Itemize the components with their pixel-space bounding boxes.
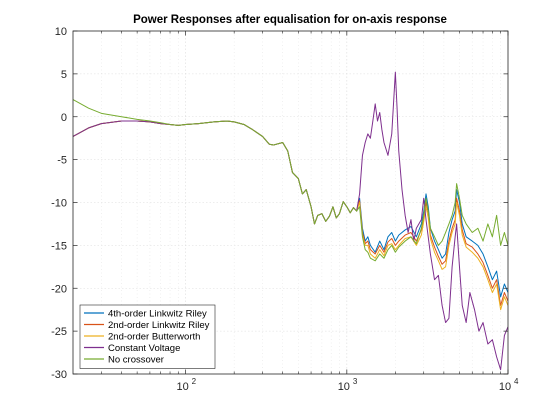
series-lines — [73, 71, 508, 371]
legend-label-3: 2nd-order Butterworth — [108, 332, 200, 343]
legend-label-4: Constant Voltage — [108, 343, 180, 354]
x-tick-label-exponent: 3 — [353, 377, 358, 386]
legend-box — [79, 304, 216, 369]
x-tick-label: 10 2 — [177, 377, 197, 393]
legend-label-2: 2nd-order Linkwitz Riley — [108, 320, 210, 331]
legend-label-1: 4th-order Linkwitz Riley — [108, 309, 207, 320]
x-tick-label-base: 10 — [177, 381, 189, 393]
x-tick-label-exponent: 2 — [192, 377, 197, 386]
y-tick-label: -30 — [51, 369, 67, 381]
legend-label-5: No crossover — [108, 355, 164, 366]
y-tick-label: -10 — [51, 198, 67, 210]
grid-lines — [73, 31, 508, 374]
y-tick-label: -5 — [57, 155, 67, 167]
x-tick-label-base: 10 — [499, 381, 511, 393]
y-tick-label: 5 — [61, 69, 67, 81]
x-tick-label-base: 10 — [338, 381, 350, 393]
x-tick-label: 10 3 — [338, 377, 358, 393]
y-tick-label: 0 — [61, 112, 67, 124]
x-tick-label: 10 4 — [499, 377, 519, 393]
y-tick-label: -25 — [51, 326, 67, 338]
y-tick-label: 10 — [55, 26, 67, 38]
y-tick-label: -20 — [51, 283, 67, 295]
y-tick-label: -15 — [51, 240, 67, 252]
x-tick-label-exponent: 4 — [514, 377, 519, 386]
series-line-5 — [73, 99, 508, 262]
chart-title: Power Responses after equalisation for o… — [133, 14, 447, 26]
